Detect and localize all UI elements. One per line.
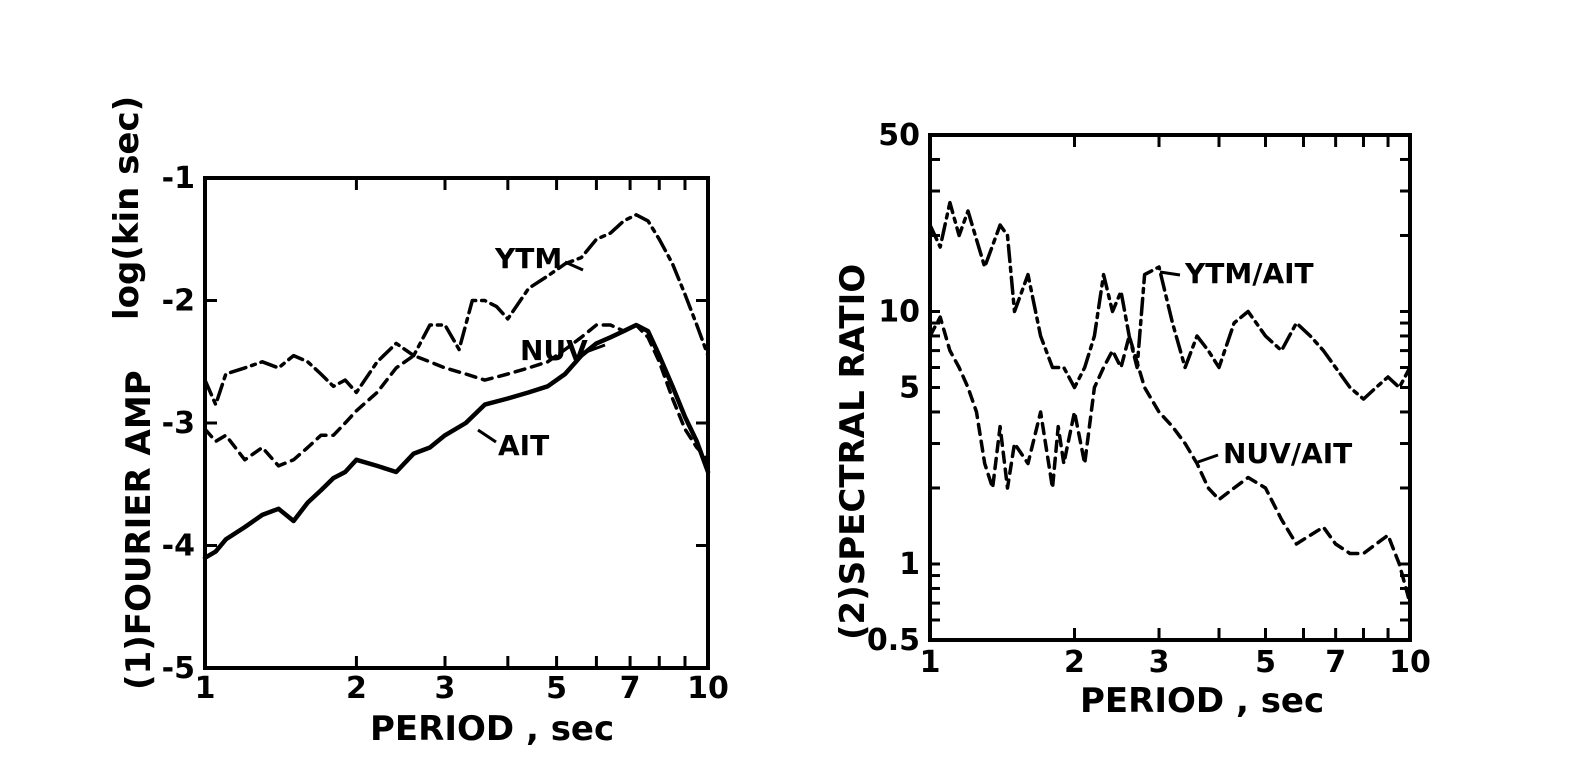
- panel2-ytick-label: 0.5: [867, 623, 920, 658]
- panel2-series-nuv-ait: [928, 315, 1412, 605]
- panel2-ylabel: (2)SPECTRAL RATIO: [833, 264, 873, 640]
- panel2-xlabel: PERIOD , sec: [1080, 681, 1324, 721]
- panel2-xtick-label: 1: [920, 645, 941, 680]
- panel1-label-ytm: YTM: [494, 242, 562, 275]
- panel2-ytick-label: 5: [899, 371, 920, 406]
- panel1-label-ait-leader: [477, 428, 497, 444]
- panel1-frame: [203, 176, 710, 670]
- panel1-xtick-label: 3: [435, 671, 456, 706]
- panel2-xtick-label: 3: [1149, 645, 1170, 680]
- panel2-label-nuv-ait: NUV/AIT: [1223, 437, 1352, 470]
- panel2-frame: [928, 133, 1412, 642]
- panel1-ytick-label: -5: [162, 651, 195, 686]
- panel1-label-ait: AIT: [498, 429, 549, 462]
- panel1-ytick-label: -4: [162, 529, 195, 564]
- panel1-label-ytm-leader: [564, 260, 584, 272]
- panel1-series-ytm: [203, 213, 710, 407]
- panel2-xtick-label: 2: [1064, 645, 1085, 680]
- panel1-ylabel: (1)FOURIER AMP: [119, 370, 159, 690]
- panel2-label-nuv-ait-leader: [1197, 453, 1219, 464]
- panel2-xtick-label: 5: [1255, 645, 1276, 680]
- panel1-series-nuv: [203, 323, 710, 468]
- panel1-yunit: log(kin sec): [107, 96, 147, 320]
- panel1-xtick-label: 10: [687, 671, 729, 706]
- panel2-ytick-label: 1: [899, 547, 920, 582]
- panel1-ytick-label: -1: [162, 161, 195, 196]
- panel2-ytick-label: 10: [878, 294, 920, 329]
- panel2-label-ytm-ait: YTM/AIT: [1184, 257, 1314, 290]
- panel1-ytick-label: -3: [162, 406, 195, 441]
- panel2-ytick-label: 50: [878, 118, 920, 153]
- panel1-label-nuv-leader: [585, 343, 606, 354]
- panel1-xtick-label: 7: [620, 671, 641, 706]
- panel2-series-ytm-ait: [928, 200, 1412, 401]
- panel1-ytick-label: -2: [162, 284, 195, 319]
- panel2-label-ytm-ait-leader: [1159, 270, 1181, 277]
- panel1-series-ait: [202, 322, 711, 561]
- panel2-xtick-label: 10: [1389, 645, 1431, 680]
- panel1-xtick-label: 5: [546, 671, 567, 706]
- panel1-xtick-label: 2: [346, 671, 367, 706]
- panel1-label-nuv: NUV: [520, 334, 588, 367]
- panel2-xtick-label: 7: [1325, 645, 1346, 680]
- panel1-xtick-label: 1: [195, 671, 216, 706]
- panel1-xlabel: PERIOD , sec: [370, 709, 614, 749]
